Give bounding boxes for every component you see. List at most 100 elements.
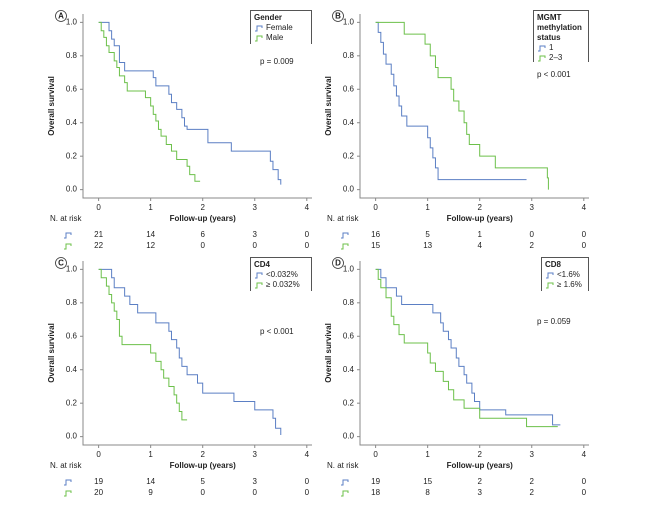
legend-icon [255,282,263,289]
x-tick-label: 3 [253,450,258,459]
y-tick-label: 0.8 [66,298,78,307]
legend-label: Female [266,23,293,32]
at-risk-count: 5 [425,230,430,239]
at-risk-count: 0 [582,488,587,497]
at-risk-count: 1 [477,230,482,239]
survival-curve [98,268,282,435]
legend-label: <1.6% [557,270,580,279]
at-risk-count: 14 [146,230,155,239]
panel: B 0.0 0.2 0.4 0.6 0.8 1.0 0 1 2 3 4 Overall survival… [324,10,589,250]
legend-icon-svg [546,272,554,279]
legend-icon-svg [538,55,546,62]
at-risk-count: 8 [425,488,430,497]
legend-icon [64,479,72,486]
legend-icon [255,25,263,32]
survival-curve [375,21,549,190]
x-axis-label: Follow-up (years) [170,214,237,223]
at-risk-count: 0 [305,477,310,486]
legend-box: MGMT methylation status 1 2–3 [533,10,589,62]
y-tick-label: 0.0 [343,432,355,441]
y-tick-label: 0.2 [66,398,78,407]
at-risk-count: 0 [530,230,535,239]
legend-label: ≥ 1.6% [557,280,582,289]
x-tick-label: 0 [373,203,378,212]
at-risk-label: N. at risk [50,461,83,470]
legend-icon [255,35,263,42]
at-risk-count: 16 [371,230,380,239]
y-tick-label: 0.6 [343,331,355,340]
y-tick-label: 0.0 [66,432,78,441]
axis-line [359,14,589,199]
at-risk-count: 0 [253,488,258,497]
legend-entry: <0.032% [254,270,308,280]
legend-entry: 1 [537,43,585,53]
legend-label: ≥ 0.032% [266,280,300,289]
legend-entry: Female [254,23,308,33]
y-axis-label: Overall survival [324,323,333,383]
y-tick-label: 0.2 [343,151,355,160]
at-risk-count: 0 [200,488,205,497]
legend-icon [64,243,72,250]
at-risk-count: 0 [253,241,258,250]
panel-label: C [58,259,64,268]
y-tick-label: 0.4 [343,118,355,127]
at-risk-label: N. at risk [327,214,360,223]
y-tick-label: 0.4 [66,365,78,374]
x-tick-label: 3 [530,450,535,459]
survival-curve [98,268,188,421]
x-tick-label: 0 [373,450,378,459]
y-tick-label: 0.4 [66,118,78,127]
panel-badge [332,257,344,269]
at-risk-count: 5 [200,477,205,486]
at-risk-count: 0 [200,241,205,250]
at-risk-label: N. at risk [50,214,83,223]
y-tick-label: 0.0 [66,185,78,194]
at-risk-count: 20 [94,488,103,497]
y-tick-label: 0.4 [343,365,355,374]
y-tick-label: 0.6 [66,331,78,340]
x-tick-label: 1 [148,203,153,212]
x-axis-label: Follow-up (years) [447,461,514,470]
legend-icon [255,272,263,279]
legend-icon [538,45,546,52]
legend-icon [341,232,349,239]
at-risk-count: 2 [530,477,535,486]
x-tick-label: 2 [477,450,482,459]
legend-title: CD8 [545,260,562,269]
x-tick-label: 2 [200,450,205,459]
legend-label: 2–3 [549,53,563,62]
legend-icon [64,490,72,497]
legend-label: <0.032% [266,270,298,279]
annotation: p = 0.009 [260,57,294,66]
x-tick-label: 4 [305,203,310,212]
axis-line [82,14,312,199]
legend-box: Gender Female Male [250,10,312,44]
legend-icon [546,282,554,289]
legend-icon-svg [538,45,546,52]
at-risk-count: 14 [146,477,155,486]
at-risk-count: 22 [94,241,103,250]
legend-icon-svg [255,282,263,289]
legend-title: Gender [254,13,283,22]
at-risk-count: 19 [371,477,380,486]
survival-curve [375,268,558,428]
y-tick-label: 0.0 [343,185,355,194]
y-tick-label: 0.2 [66,151,78,160]
at-risk-count: 0 [582,477,587,486]
x-tick-label: 3 [253,203,258,212]
y-axis-label: Overall survival [47,323,56,383]
at-risk-count: 15 [371,241,380,250]
x-tick-label: 0 [96,203,101,212]
survival-curve [375,21,527,181]
legend-icon [341,479,349,486]
legend-entry: 2–3 [537,53,585,62]
legend-entry: ≥ 1.6% [545,280,585,290]
y-tick-label: 1.0 [343,17,355,26]
survival-curve [98,21,201,182]
panel-label: D [335,259,341,268]
at-risk-count: 0 [582,241,587,250]
panel: D 0.0 0.2 0.4 0.6 0.8 1.0 0 1 2 3 4 Overall survival… [324,257,589,497]
